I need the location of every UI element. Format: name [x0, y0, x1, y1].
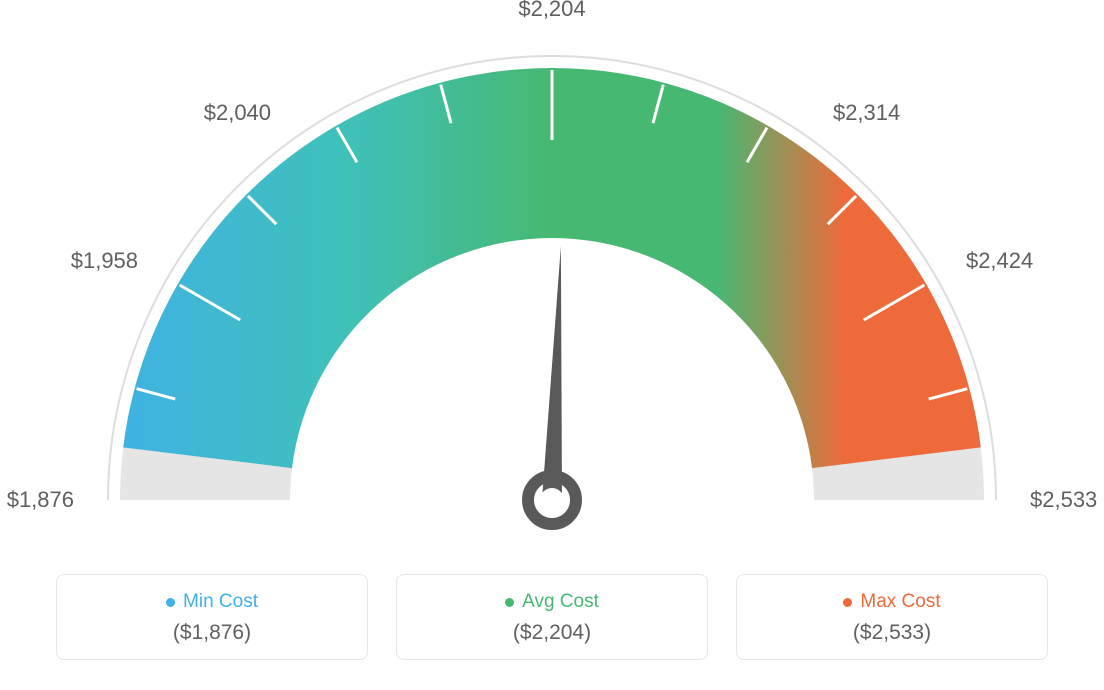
gauge-tick-label: $2,204 — [518, 0, 585, 22]
gauge-tick-label: $2,314 — [833, 100, 900, 126]
gauge-tick-label: $2,533 — [1030, 487, 1097, 513]
legend-title-avg: Avg Cost — [505, 591, 599, 613]
cost-gauge-chart: $1,876 $1,958 $2,040 $2,204 $2,314 $2,424 $2,5… — [0, 0, 1104, 690]
legend-card-avg: Avg Cost ($2,204) — [396, 574, 708, 660]
legend-value-min: ($1,876) — [57, 621, 367, 645]
gauge-area: $1,876 $1,958 $2,040 $2,204 $2,314 $2,424 $2,5… — [0, 0, 1104, 540]
gauge-tick-label: $1,876 — [7, 487, 74, 513]
legend-card-max: Max Cost ($2,533) — [736, 574, 1048, 660]
legend-title-text-min: Min Cost — [183, 591, 258, 613]
legend-title-max: Max Cost — [843, 591, 940, 613]
legend-dot-max — [843, 598, 852, 607]
legend-title-text-max: Max Cost — [860, 591, 940, 613]
legend-dot-avg — [505, 598, 514, 607]
legend-title-min: Min Cost — [166, 591, 258, 613]
legend-value-max: ($2,533) — [737, 621, 1047, 645]
legend-value-avg: ($2,204) — [397, 621, 707, 645]
gauge-tick-label: $2,424 — [966, 248, 1033, 274]
legend-row: Min Cost ($1,876) Avg Cost ($2,204) Max … — [0, 574, 1104, 660]
legend-dot-min — [166, 598, 175, 607]
legend-title-text-avg: Avg Cost — [522, 591, 599, 613]
legend-card-min: Min Cost ($1,876) — [56, 574, 368, 660]
gauge-svg — [92, 20, 1012, 540]
gauge-tick-label: $2,040 — [204, 100, 271, 126]
gauge-tick-label: $1,958 — [71, 248, 138, 274]
